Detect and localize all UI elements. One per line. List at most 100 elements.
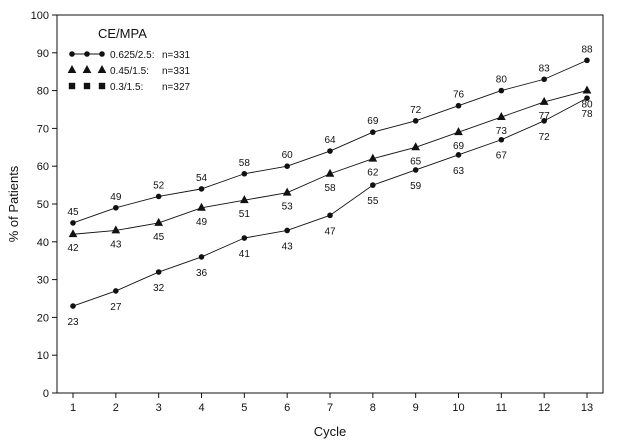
- y-tick-label: 60: [37, 161, 49, 173]
- data-point: [498, 87, 505, 94]
- data-label: 63: [453, 166, 465, 177]
- data-label: 80: [496, 75, 508, 86]
- data-label: 65: [410, 156, 422, 167]
- data-label: 43: [282, 241, 294, 252]
- data-label: 58: [239, 158, 251, 169]
- data-point: [70, 220, 76, 226]
- legend-count: n=327: [162, 82, 191, 93]
- x-tick-label: 8: [370, 402, 376, 414]
- plot-frame: [56, 14, 604, 394]
- data-label: 69: [453, 141, 465, 152]
- y-tick-label: 80: [37, 86, 49, 98]
- legend-marker: [97, 64, 107, 73]
- x-tick-label: 9: [413, 402, 419, 414]
- legend: CE/MPA 0.625/2.5: n=331 0.45/1.5: n=331 0.3/1…: [67, 26, 191, 93]
- data-label: 58: [324, 183, 336, 194]
- data-point: [111, 225, 121, 234]
- x-tick-label: 13: [581, 402, 593, 414]
- y-tick-label: 90: [37, 48, 49, 60]
- data-point: [455, 152, 462, 158]
- data-point: [68, 229, 78, 238]
- series-1: 45 49 52 54 58 60 64 69 72 76 80 83 88: [67, 44, 593, 226]
- data-label: 55: [367, 196, 379, 207]
- legend-marker: [82, 64, 92, 73]
- data-point: [368, 153, 378, 162]
- data-label: 78: [581, 109, 593, 120]
- data-label: 23: [67, 317, 79, 328]
- legend-marker: [98, 82, 106, 90]
- data-point: [284, 163, 290, 169]
- data-label: 53: [282, 202, 294, 213]
- data-label: 51: [239, 209, 251, 220]
- x-tick-label: 1: [70, 402, 76, 414]
- y-tick-label: 40: [37, 237, 49, 249]
- data-label: 83: [539, 63, 551, 74]
- legend-count: n=331: [162, 50, 191, 61]
- x-tick-label: 10: [452, 402, 464, 414]
- data-label: 36: [196, 268, 208, 279]
- data-point: [155, 193, 162, 200]
- legend-marker: [67, 64, 77, 73]
- data-label: 43: [110, 239, 122, 250]
- data-point: [325, 168, 335, 177]
- data-label: 27: [110, 302, 122, 313]
- y-tick-label: 30: [37, 275, 49, 287]
- data-label: 59: [410, 181, 422, 192]
- data-point: [241, 170, 248, 177]
- data-label: 62: [367, 168, 379, 179]
- data-point: [113, 204, 119, 211]
- legend-marker: [84, 51, 90, 57]
- x-tick-label: 2: [113, 402, 119, 414]
- data-label: 42: [67, 243, 79, 254]
- data-point: [155, 269, 162, 275]
- legend-marker: [99, 51, 105, 57]
- legend-label: 0.3/1.5:: [110, 82, 143, 93]
- x-tick-label: 11: [496, 402, 507, 414]
- x-axis: 1 2 3 4 5 6 7 8 9 10 11 12 13: [70, 393, 593, 414]
- legend-marker: [69, 51, 75, 57]
- data-point: [239, 195, 249, 204]
- data-label: 47: [324, 226, 336, 237]
- data-point: [370, 182, 376, 188]
- data-label: 80: [581, 100, 593, 111]
- data-label: 54: [196, 173, 208, 184]
- x-tick-label: 6: [284, 402, 290, 414]
- data-point: [412, 118, 419, 124]
- data-point: [455, 102, 462, 109]
- data-label: 64: [324, 135, 336, 146]
- y-tick-label: 100: [31, 10, 49, 22]
- legend-label: 0.45/1.5:: [110, 66, 149, 77]
- data-point: [411, 142, 421, 151]
- data-label: 77: [539, 111, 551, 122]
- data-point: [454, 127, 463, 136]
- data-point: [539, 96, 549, 105]
- data-label: 45: [153, 232, 165, 243]
- data-label: 45: [67, 207, 79, 218]
- data-label: 73: [496, 126, 508, 137]
- data-point: [541, 76, 547, 83]
- data-point: [113, 288, 119, 294]
- y-tick-label: 70: [37, 123, 49, 135]
- data-label: 72: [410, 105, 422, 116]
- data-point: [284, 227, 290, 234]
- y-tick-label: 50: [37, 199, 49, 211]
- data-point: [282, 187, 292, 196]
- data-label: 88: [581, 44, 593, 55]
- data-point: [584, 57, 590, 64]
- data-label: 49: [110, 192, 122, 203]
- legend-marker: [68, 82, 76, 90]
- y-tick-label: 20: [37, 312, 49, 324]
- x-tick-label: 3: [156, 402, 162, 414]
- data-label: 32: [153, 283, 165, 294]
- x-tick-label: 12: [538, 402, 550, 414]
- data-point: [198, 186, 205, 192]
- legend-count: n=331: [162, 66, 191, 77]
- data-point: [154, 217, 164, 226]
- data-label: 67: [496, 151, 508, 162]
- y-tick-label: 10: [37, 350, 49, 362]
- data-point: [241, 235, 248, 241]
- series-2: 42 43 45 49 51 53 58 62 65 69 73 77 80: [67, 85, 593, 254]
- data-point: [582, 85, 592, 94]
- x-tick-label: 4: [198, 402, 204, 414]
